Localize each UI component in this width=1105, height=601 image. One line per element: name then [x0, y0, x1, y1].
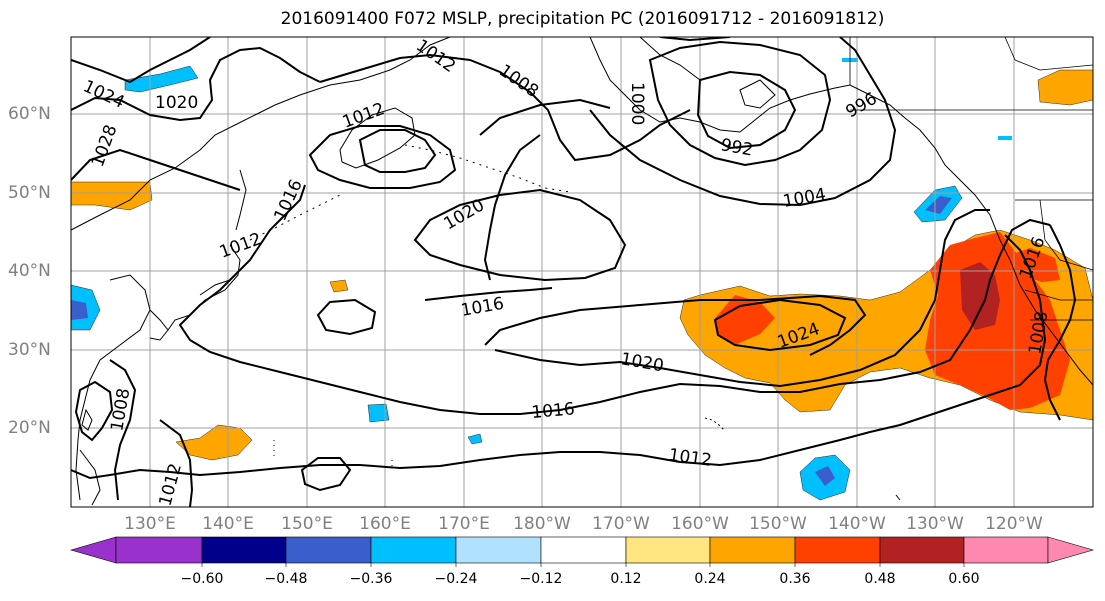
colorbar-tick-label: 0.24	[694, 571, 726, 587]
lon-label-140w: 140°W	[828, 514, 886, 534]
colorbar-tick-label: 0.60	[948, 571, 980, 587]
colorbar-extend-low	[69, 536, 117, 564]
lat-label-20n: 20°N	[8, 418, 51, 438]
colorbar-tick-label: 0.36	[779, 571, 811, 587]
contour-labels: 1024 1020 1028 1012 1008 1012 1016 1012 …	[80, 37, 1053, 507]
lon-label-130e: 130°E	[124, 514, 176, 534]
lon-label-150e: 150°E	[281, 514, 333, 534]
lat-label-30n: 30°N	[8, 340, 51, 360]
colorbar-extend-high	[1047, 536, 1095, 564]
colorbar-tick-label: −0.24	[434, 571, 478, 587]
colorbar-tick-label: 0.48	[864, 571, 896, 587]
gridlines	[71, 37, 1093, 507]
lon-label-160w: 160°W	[671, 514, 729, 534]
lat-label-50n: 50°N	[8, 183, 51, 203]
lon-label-170e: 170°E	[438, 514, 490, 534]
plot-frame	[70, 36, 1094, 508]
precip-shading	[71, 58, 1093, 501]
lon-label-150w: 150°W	[749, 514, 807, 534]
plot-area	[71, 37, 1093, 507]
contour-label: 1020	[155, 93, 198, 113]
contour-label: 1000	[627, 82, 647, 125]
colorbar-tick-label: −0.48	[264, 571, 308, 587]
lon-label-130w: 130°W	[906, 514, 964, 534]
lat-label-60n: 60°N	[8, 104, 51, 124]
lon-label-180w: 180°W	[513, 514, 571, 534]
mslp-contours	[71, 37, 1077, 507]
precip-region-red	[715, 295, 775, 345]
colorbar-tick-label: −0.60	[180, 571, 224, 587]
contour-label: 1016	[531, 399, 576, 423]
precip-region-blue	[124, 65, 199, 93]
lon-label-160e: 160°E	[359, 514, 411, 534]
lon-label-120w: 120°W	[985, 514, 1043, 534]
map-title: 2016091400 F072 MSLP, precipitation PC (…	[280, 9, 885, 29]
colorbar-tick-label: 0.12	[610, 571, 642, 587]
lat-label-40n: 40°N	[8, 261, 51, 281]
lon-label-140e: 140°E	[202, 514, 254, 534]
colorbar-tick-label: −0.12	[519, 571, 563, 587]
colorbar-tick-label: −0.36	[349, 571, 393, 587]
lon-label-170w: 170°W	[592, 514, 650, 534]
colorbar	[69, 536, 1095, 567]
